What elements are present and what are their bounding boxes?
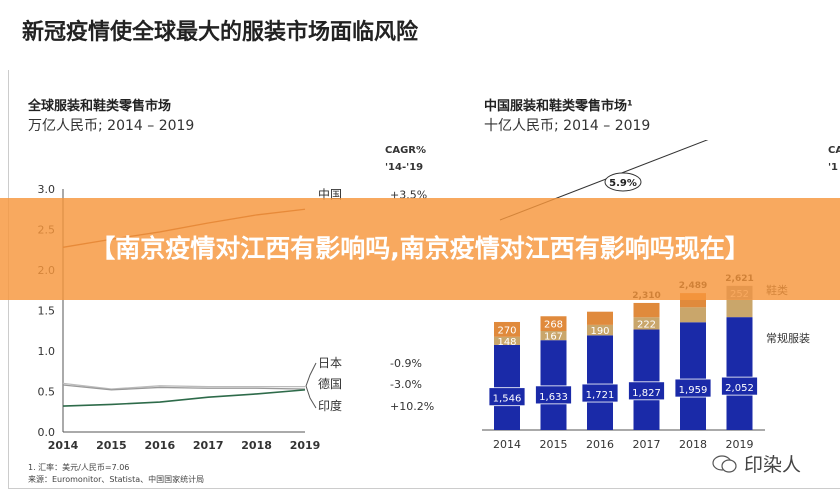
- y-tick-label: 3.0: [38, 183, 56, 196]
- headline-text: 【南京疫情对江西有影响吗,南京疫情对江西有影响吗现在】: [90, 234, 750, 263]
- bar-label-box: [488, 387, 526, 407]
- series-label: 日本: [318, 356, 342, 370]
- x-tick-label: 2014: [48, 439, 79, 452]
- x-tick-label: 2014: [493, 438, 521, 451]
- right-chart-subtitle: 十亿人民币; 2014 – 2019: [484, 118, 651, 134]
- line-india: [62, 389, 306, 407]
- y-tick-label: 1.5: [38, 305, 56, 318]
- bar-segment: [494, 321, 520, 337]
- trend-cagr-label: 5.9%: [609, 178, 637, 189]
- bar-segment: [633, 329, 660, 430]
- trend-bubble: [604, 172, 642, 192]
- bar-value-label: 148: [497, 337, 516, 348]
- series-label: 印度: [318, 398, 342, 413]
- bar-segment: [494, 336, 520, 345]
- cagr-header-years: '14-'19: [385, 162, 424, 173]
- x-tick-label: 2016: [144, 439, 175, 452]
- watermark: 印染人: [712, 450, 801, 477]
- bar-segment: [540, 331, 567, 341]
- x-tick-label: 2019: [726, 438, 754, 451]
- bar-segment: [633, 317, 660, 330]
- frame-divider: [8, 488, 840, 489]
- bar-value-label: 190: [590, 326, 609, 337]
- x-tick-label: 2017: [633, 438, 661, 451]
- bar-segment: [587, 324, 613, 336]
- x-tick-label: 2017: [193, 439, 224, 452]
- bar-value-label: 1,721: [586, 390, 615, 401]
- x-tick-label: 2016: [586, 438, 614, 451]
- bar-value-label: 270: [497, 325, 516, 336]
- bar-segment: [726, 299, 753, 318]
- y-tick-label: 1.0: [38, 345, 56, 358]
- series-cagr: -3.0%: [390, 378, 422, 391]
- headline-banner: 【南京疫情对江西有影响吗,南京疫情对江西有影响吗现在】: [0, 198, 840, 300]
- bar-segment: [540, 316, 567, 331]
- series-cagr: -0.9%: [390, 357, 422, 370]
- footnote-exchange-rate: 1. 汇率：美元/人民币=7.06: [28, 463, 130, 472]
- watermark-text: 印染人: [744, 454, 802, 476]
- right-cagr-header: CA: [828, 145, 840, 156]
- bar-value-label: 222: [637, 319, 656, 330]
- left-chart-subtitle: 万亿人民币; 2014 – 2019: [28, 118, 195, 134]
- bar-label-box: [628, 381, 665, 401]
- bar-value-label: 1,959: [679, 385, 708, 396]
- right-cagr-header-years: '1: [828, 162, 839, 173]
- y-tick-label: 0.5: [38, 386, 56, 399]
- bar-value-label: 2,052: [725, 383, 754, 394]
- bar-label-box: [535, 385, 572, 405]
- bar-segment: [680, 322, 706, 430]
- bar-segment: [633, 302, 660, 318]
- line-germany: [62, 384, 306, 391]
- bar-segment: [680, 307, 706, 323]
- label-bracket: [305, 362, 317, 409]
- bar-segment: [587, 335, 613, 430]
- x-tick-label: 2015: [540, 438, 568, 451]
- y-tick-label: 0.0: [38, 426, 56, 439]
- right-chart-title: 中国服装和鞋类零售市场¹: [484, 99, 633, 114]
- line-japan: [62, 382, 305, 390]
- legend-regular-apparel: 常规服装: [766, 331, 810, 345]
- bar-value-label: 1,546: [493, 394, 522, 405]
- bar-label-box: [581, 383, 619, 403]
- bar-segment: [540, 340, 567, 430]
- bar-value-label: 167: [544, 332, 563, 343]
- bar-value-label: 1,827: [632, 388, 661, 399]
- cagr-header: CAGR%: [385, 145, 427, 156]
- series-label: 中国: [318, 187, 342, 202]
- x-tick-label: 2019: [290, 439, 321, 452]
- x-tick-label: 2015: [96, 439, 127, 452]
- series-cagr: +10.2%: [390, 400, 434, 413]
- bar-segment: [587, 311, 613, 325]
- bar-value-label: 1,633: [539, 392, 568, 403]
- left-chart-title: 全球服装和鞋类零售市场: [28, 99, 172, 114]
- page-title: 新冠疫情使全球最大的服装市场面临风险: [22, 20, 419, 45]
- footnote-source: 来源：Euromonitor、Statista、中国国家统计局: [28, 475, 205, 484]
- bar-value-label: 268: [544, 320, 563, 331]
- series-label: 德国: [318, 376, 342, 391]
- bar-label-box: [674, 378, 712, 398]
- wechat-icon: [712, 454, 737, 473]
- x-tick-label: 2018: [679, 438, 707, 451]
- x-tick-label: 2018: [241, 439, 272, 452]
- bar-label-box: [721, 376, 758, 396]
- bar-segment: [726, 317, 753, 430]
